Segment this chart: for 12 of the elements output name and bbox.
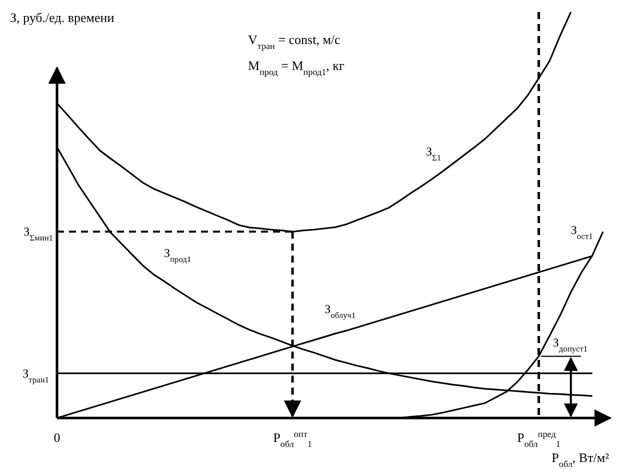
annotation: V$_{тран}$ = const, м/с xyxy=(248,32,341,51)
series-label: З$_{Σ1}$ xyxy=(426,144,442,162)
series-label: З$_{тран1}$ xyxy=(22,366,49,384)
series-label: З$_{облуч1}$ xyxy=(324,302,356,320)
x-axis-title: P$_{обл}$, Вт/м² xyxy=(552,450,610,469)
annotation: M$_{прод}$ = M$_{прод1}$, кг xyxy=(248,58,344,77)
annotation: З$_{допуст1}$ xyxy=(552,335,588,353)
series-label: З$_{ост1}$ xyxy=(570,223,593,241)
y-axis-title: З, руб./ед. времени xyxy=(10,10,114,25)
x-tick-label: 0 xyxy=(54,430,60,445)
ref-line-label: З$_{Σмин1}$ xyxy=(24,224,53,242)
series-label: З$_{прод1}$ xyxy=(164,246,192,264)
